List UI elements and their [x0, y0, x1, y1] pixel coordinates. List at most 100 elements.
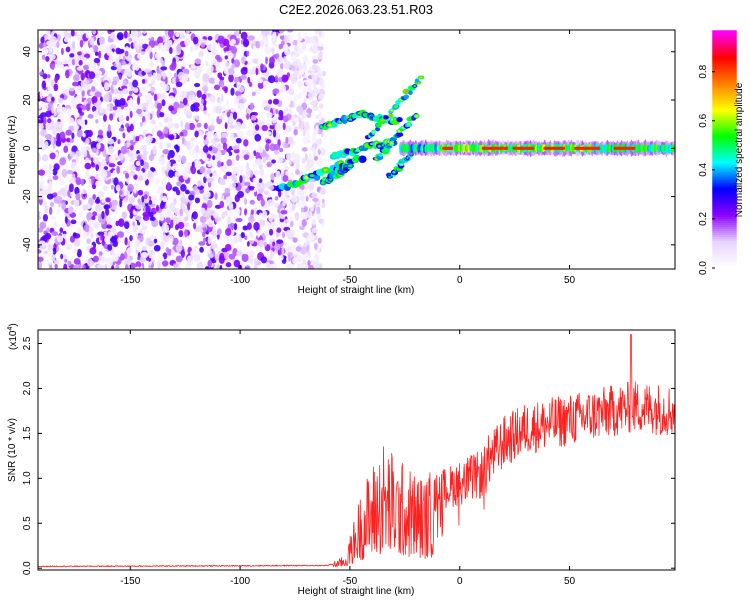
noise-cell — [311, 64, 318, 70]
noise-cell — [50, 136, 55, 145]
noise-cell — [207, 131, 214, 138]
noise-cell — [110, 218, 116, 226]
noise-cell — [144, 94, 150, 103]
noise-cell — [141, 78, 146, 84]
noise-cell — [159, 202, 165, 210]
noise-cell — [300, 261, 306, 269]
noise-cell — [159, 57, 164, 64]
noise-cell — [221, 132, 228, 138]
noise-cell — [38, 42, 44, 49]
noise-cell — [159, 192, 163, 202]
noise-cell — [318, 93, 325, 100]
noise-cell — [218, 217, 222, 222]
noise-cell — [258, 212, 263, 218]
noise-cell — [98, 251, 103, 256]
noise-cell — [124, 172, 130, 179]
noise-cell — [206, 187, 209, 195]
noise-cell — [164, 224, 170, 234]
noise-cell — [269, 263, 276, 269]
colorbar-step — [712, 248, 737, 251]
noise-cell — [201, 222, 207, 228]
noise-cell — [284, 219, 290, 224]
noise-cell — [165, 247, 170, 253]
noise-cell — [47, 74, 51, 79]
noise-cell — [310, 101, 316, 106]
noise-cell — [284, 49, 290, 56]
noise-cell — [235, 154, 240, 161]
noise-cell — [250, 151, 254, 161]
noise-cell — [126, 133, 134, 140]
noise-cell — [163, 126, 169, 134]
noise-cell — [303, 205, 308, 212]
noise-cell — [230, 87, 235, 96]
noise-cell — [156, 130, 163, 137]
noise-cell — [318, 42, 325, 47]
noise-cell — [57, 137, 61, 145]
noise-cell — [276, 68, 284, 77]
noise-cell — [194, 130, 199, 138]
noise-cell — [46, 193, 54, 200]
colorbar-step — [712, 200, 737, 204]
noise-cell — [309, 37, 316, 46]
noise-cell — [260, 182, 268, 189]
noise-cell — [224, 87, 228, 94]
noise-cell — [262, 156, 267, 164]
signal-peak — [481, 146, 509, 150]
noise-cell — [52, 231, 59, 237]
colorbar-step — [712, 208, 737, 212]
noise-cell — [127, 151, 134, 158]
noise-cell — [257, 195, 263, 201]
noise-cell — [278, 96, 284, 101]
noise-cell — [117, 112, 122, 118]
noise-cell — [206, 99, 210, 104]
noise-cell — [65, 69, 70, 79]
noise-cell — [75, 192, 81, 201]
noise-cell — [128, 37, 133, 42]
noise-cell — [142, 30, 147, 34]
noise-cell — [201, 152, 207, 162]
noise-cell — [92, 67, 100, 73]
noise-cell — [53, 110, 57, 117]
noise-cell — [181, 61, 188, 68]
colorbar-step — [712, 230, 737, 233]
noise-cell — [319, 187, 327, 195]
colorbar-step — [712, 61, 737, 65]
colorbar-step — [712, 53, 737, 57]
noise-cell — [244, 148, 249, 153]
noise-cell — [41, 80, 47, 89]
noise-cell — [188, 122, 195, 131]
noise-cell — [308, 153, 313, 161]
noise-cell — [240, 232, 245, 239]
noise-cell — [143, 68, 151, 73]
noise-cell — [169, 47, 173, 55]
noise-cell — [107, 123, 111, 133]
noise-cell — [307, 259, 311, 267]
noise-cell — [210, 258, 217, 264]
noise-cell — [98, 129, 104, 136]
noise-cell — [253, 170, 260, 176]
colorbar-step — [712, 149, 737, 152]
noise-cell — [184, 122, 190, 131]
noise-cell — [63, 145, 69, 154]
noise-cell — [75, 155, 79, 164]
noise-cell — [269, 124, 276, 130]
noise-cell — [264, 261, 271, 269]
noise-cell — [166, 181, 171, 190]
noise-cell — [312, 104, 319, 112]
noise-cell — [162, 84, 170, 92]
noise-cell — [229, 132, 235, 141]
noise-cell — [68, 183, 74, 193]
noise-cell — [267, 192, 272, 198]
colorbar-step — [712, 59, 737, 63]
noise-cell — [188, 90, 194, 96]
noise-cell — [119, 198, 123, 208]
colorbar-step — [712, 89, 737, 93]
noise-cell — [142, 161, 149, 170]
noise-cell — [276, 227, 282, 233]
colorbar-step — [712, 125, 737, 128]
noise-cell — [166, 160, 171, 167]
noise-cell — [228, 73, 234, 83]
noise-cell — [264, 105, 271, 112]
noise-cell — [93, 156, 100, 163]
noise-cell — [207, 162, 213, 168]
